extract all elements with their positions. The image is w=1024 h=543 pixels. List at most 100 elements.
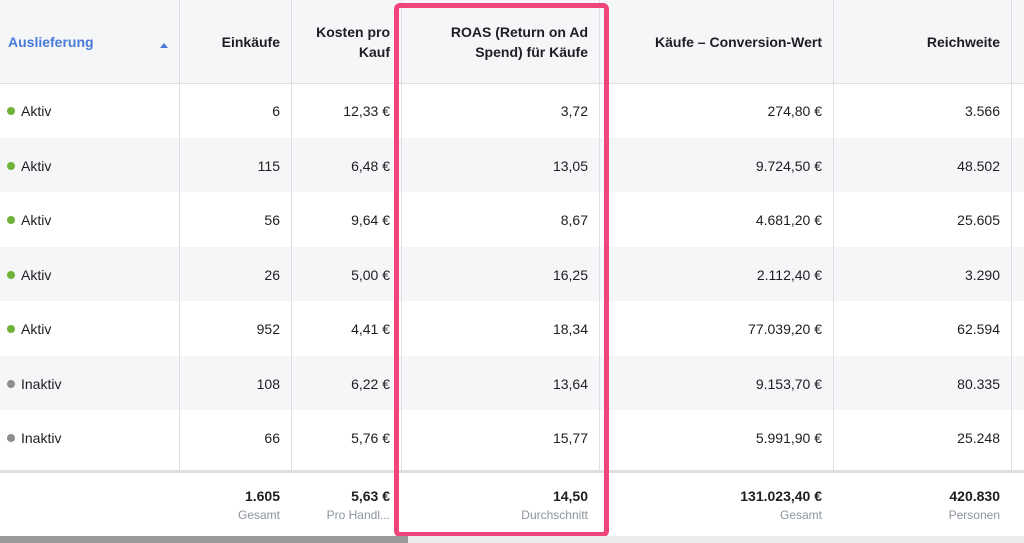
cell-reach-text: 48.502 — [957, 158, 1000, 174]
cell-reach-text: 3.290 — [964, 267, 1000, 283]
cell-purchases: 115 — [180, 139, 292, 193]
cell-conversion-value-text: 2.112,40 € — [756, 267, 822, 283]
header-purchases[interactable]: Einkäufe — [180, 0, 292, 84]
total-conversion-value-label: Gesamt — [779, 507, 822, 522]
row-stripe — [0, 138, 1024, 192]
table-header-row — [0, 0, 1024, 84]
cell-delivery-text: Inaktiv — [21, 376, 62, 392]
cell-delivery: Aktiv — [0, 248, 180, 302]
cell-conversion-value: 2.112,40 € — [600, 248, 834, 302]
row-stripe — [0, 247, 1024, 301]
header-conversion-value-label: Käufe – Conversion-Wert — [655, 34, 822, 50]
header-cost-per-purchase[interactable]: Kosten pro Kauf — [292, 0, 402, 84]
cell-roas: 3,72 — [402, 84, 600, 138]
cell-cost-per-purchase-text: 12,33 € — [343, 103, 390, 119]
cell-cost-per-purchase-text: 9,64 € — [351, 212, 390, 228]
cell-cost-per-purchase-text: 5,00 € — [351, 267, 390, 283]
cell-roas: 13,64 — [402, 357, 600, 411]
status-dot-icon — [7, 325, 15, 333]
cell-delivery: Aktiv — [0, 84, 180, 138]
header-roas[interactable]: ROAS (Return on Ad Spend) für Käufe — [402, 0, 600, 84]
cell-cost-per-purchase: 12,33 € — [292, 84, 402, 138]
cell-reach-text: 80.335 — [957, 376, 1000, 392]
cell-conversion-value-text: 5.991,90 € — [755, 430, 822, 446]
total-roas-value: 14,50 — [552, 487, 588, 504]
cell-conversion-value: 77.039,20 € — [600, 302, 834, 356]
cell-cost-per-purchase: 5,00 € — [292, 248, 402, 302]
header-purchases-label: Einkäufe — [221, 34, 280, 50]
cell-purchases-text: 115 — [257, 158, 280, 174]
cell-delivery: Aktiv — [0, 193, 180, 247]
cell-conversion-value-text: 4.681,20 € — [755, 212, 822, 228]
header-delivery[interactable]: Auslieferung — [0, 0, 180, 84]
header-conversion-value[interactable]: Käufe – Conversion-Wert — [600, 0, 834, 84]
cell-conversion-value-text: 274,80 € — [767, 103, 823, 119]
cell-delivery: Inaktiv — [0, 411, 180, 465]
sort-ascending-icon[interactable] — [160, 43, 168, 48]
cell-delivery: Aktiv — [0, 139, 180, 193]
column-conversion-value — [600, 0, 834, 536]
cell-purchases-text: 6 — [272, 103, 280, 119]
total-purchases-value: 1.605 — [244, 487, 280, 504]
cell-roas-text: 15,77 — [552, 430, 588, 446]
cell-purchases-text: 26 — [264, 267, 280, 283]
column-roas — [402, 0, 600, 536]
cell-delivery: Inaktiv — [0, 357, 180, 411]
cell-cost-per-purchase: 6,22 € — [292, 357, 402, 411]
cell-conversion-value: 5.991,90 € — [600, 411, 834, 465]
cell-purchases-text: 952 — [256, 321, 280, 337]
cell-delivery-text: Aktiv — [21, 212, 52, 228]
cell-delivery: Aktiv — [0, 302, 180, 356]
header-reach[interactable]: Reichweite — [834, 0, 1012, 84]
cell-roas-text: 18,34 — [552, 321, 588, 337]
status-dot-icon — [7, 107, 15, 115]
total-cost-value: 5,63 € — [351, 487, 390, 504]
cell-conversion-value-text: 9.153,70 € — [755, 376, 822, 392]
cell-reach: 80.335 — [834, 357, 1012, 411]
total-conversion-value-value: 131.023,40 € — [740, 487, 822, 504]
column-purchases — [180, 0, 292, 536]
total-roas: 14,50 Durchschnitt — [402, 473, 600, 536]
status-dot-icon — [7, 162, 15, 170]
cell-conversion-value-text: 77.039,20 € — [748, 321, 822, 337]
cell-conversion-value: 9.724,50 € — [600, 139, 834, 193]
cell-reach-text: 3.566 — [964, 103, 1000, 119]
total-conversion-value: 131.023,40 € Gesamt — [600, 473, 834, 536]
header-cost-per-purchase-label: Kosten pro Kauf — [316, 24, 390, 60]
cell-roas: 18,34 — [402, 302, 600, 356]
horizontal-scrollbar-track[interactable] — [408, 536, 1024, 543]
cell-reach: 62.594 — [834, 302, 1012, 356]
total-roas-label: Durchschnitt — [521, 507, 588, 522]
row-stripe — [0, 356, 1024, 410]
status-dot-icon — [7, 271, 15, 279]
total-purchases-label: Gesamt — [237, 507, 280, 522]
cell-roas: 15,77 — [402, 411, 600, 465]
total-purchases: 1.605 Gesamt — [180, 473, 292, 536]
status-dot-icon — [7, 216, 15, 224]
cell-reach: 25.605 — [834, 193, 1012, 247]
cell-reach-text: 25.248 — [957, 430, 1000, 446]
cell-conversion-value: 9.153,70 € — [600, 357, 834, 411]
cell-cost-per-purchase: 4,41 € — [292, 302, 402, 356]
status-dot-icon — [7, 434, 15, 442]
cell-delivery-text: Aktiv — [21, 158, 52, 174]
cell-roas-text: 13,64 — [552, 376, 588, 392]
cell-purchases: 56 — [180, 193, 292, 247]
cell-cost-per-purchase: 5,76 € — [292, 411, 402, 465]
next-column-edge — [1018, 0, 1024, 536]
cell-reach: 3.566 — [834, 84, 1012, 138]
cell-roas-text: 3,72 — [560, 103, 588, 119]
total-reach-label: Personen — [948, 507, 1000, 522]
cell-purchases: 26 — [180, 248, 292, 302]
total-reach-value: 420.830 — [949, 487, 1000, 504]
cell-cost-per-purchase-text: 6,22 € — [351, 376, 390, 392]
horizontal-scrollbar-thumb[interactable] — [0, 536, 408, 543]
cell-delivery-text: Aktiv — [21, 103, 52, 119]
header-reach-label: Reichweite — [926, 34, 1000, 50]
cell-cost-per-purchase-text: 4,41 € — [351, 321, 390, 337]
cell-purchases-text: 66 — [264, 430, 280, 446]
cell-roas-text: 8,67 — [560, 212, 588, 228]
cell-cost-per-purchase-text: 6,48 € — [351, 158, 390, 174]
cell-purchases-text: 56 — [264, 212, 280, 228]
